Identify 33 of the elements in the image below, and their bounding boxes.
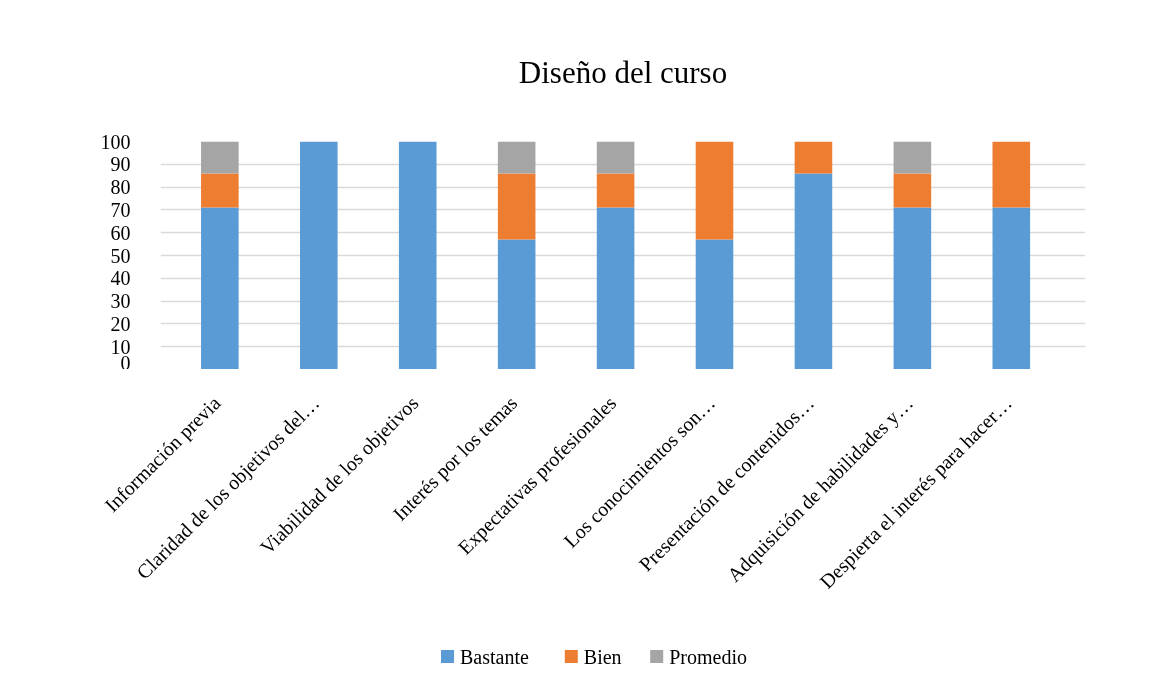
y-tick-label: 50 bbox=[110, 244, 131, 267]
bar bbox=[201, 207, 239, 369]
y-tick-label: 40 bbox=[110, 267, 131, 290]
y-tick-label: 60 bbox=[110, 221, 131, 244]
bar bbox=[695, 239, 734, 369]
bar bbox=[893, 141, 932, 174]
y-tick-label: 30 bbox=[110, 290, 131, 313]
bar bbox=[299, 141, 338, 369]
bar bbox=[695, 141, 734, 240]
bar bbox=[201, 141, 239, 174]
legend-label: Bastante bbox=[460, 645, 529, 668]
y-tick-label: 100 bbox=[100, 130, 131, 153]
bar bbox=[596, 173, 635, 208]
y-tick-label: 20 bbox=[110, 312, 131, 335]
bar bbox=[497, 239, 536, 369]
y-tick-label: 90 bbox=[110, 153, 131, 176]
chart-title: Diseño del curso bbox=[518, 54, 728, 90]
bar bbox=[596, 207, 635, 369]
bar bbox=[992, 141, 1031, 208]
bar bbox=[497, 173, 536, 240]
legend-label: Promedio bbox=[669, 645, 747, 668]
bar bbox=[497, 141, 536, 174]
y-tick-label: 80 bbox=[110, 176, 131, 199]
bar bbox=[398, 141, 437, 369]
bar bbox=[992, 207, 1031, 369]
bar bbox=[893, 207, 932, 369]
bar bbox=[201, 173, 239, 208]
bar bbox=[596, 141, 635, 174]
bar bbox=[794, 173, 833, 369]
legend-label: Bien bbox=[583, 645, 622, 668]
bar bbox=[893, 173, 932, 208]
bar bbox=[794, 141, 833, 174]
y-tick-label: 70 bbox=[110, 198, 131, 221]
